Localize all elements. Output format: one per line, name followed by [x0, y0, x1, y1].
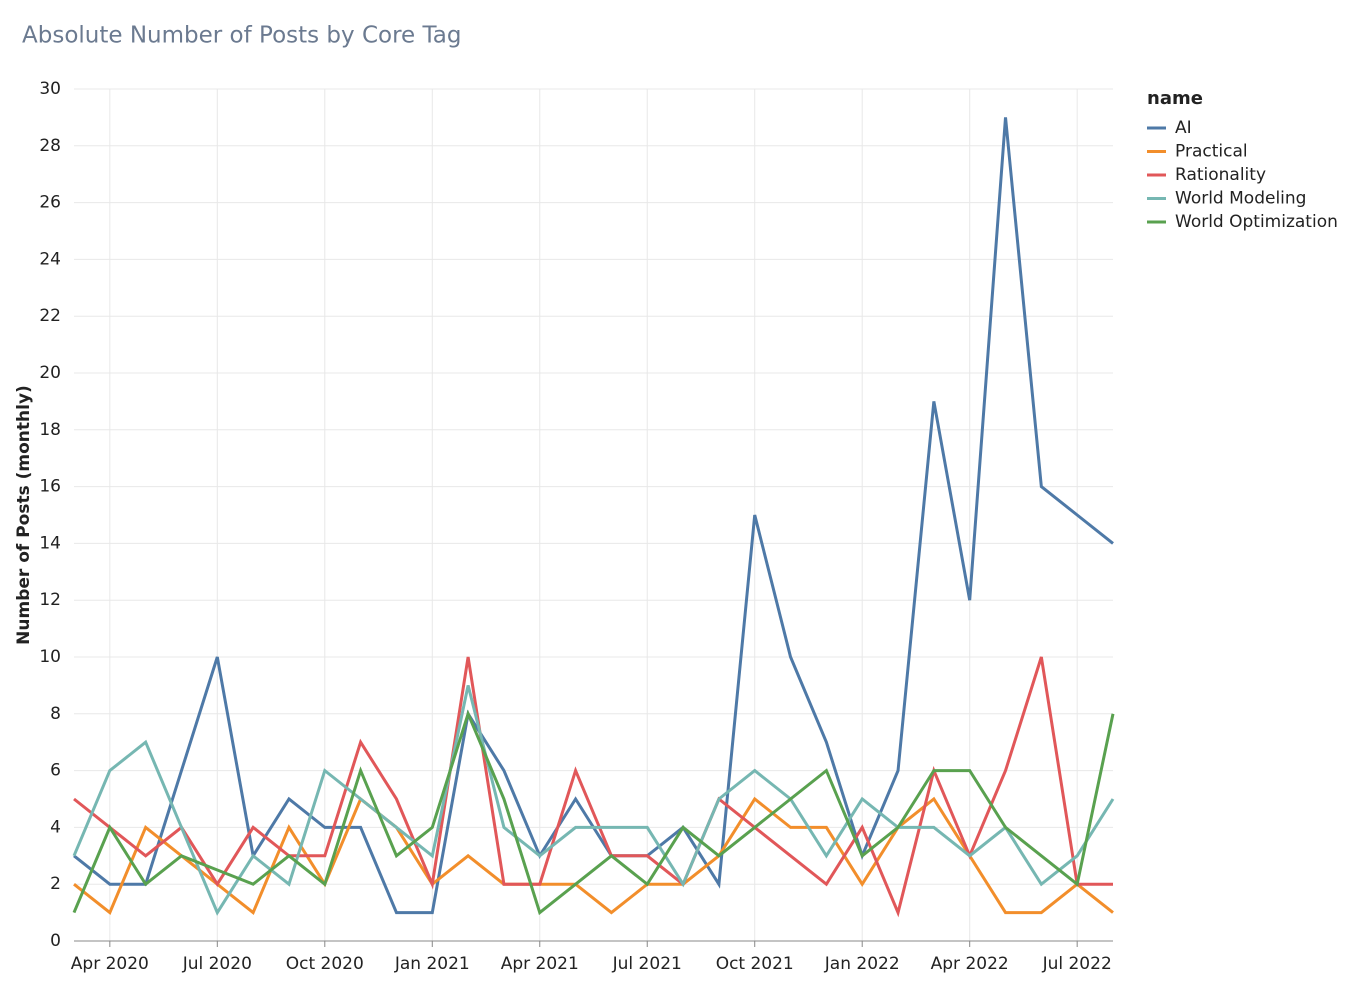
- y-tick-label: 0: [50, 931, 61, 951]
- chart-title: Absolute Number of Posts by Core Tag: [22, 23, 461, 49]
- y-tick-label: 20: [39, 363, 61, 383]
- x-tick-label: Jul 2022: [1042, 954, 1112, 974]
- x-tick-label: Jan 2022: [824, 954, 900, 974]
- series-line: [72, 685, 1115, 916]
- y-tick-label: 8: [50, 704, 61, 724]
- x-tick-label: Oct 2021: [716, 954, 794, 974]
- series-line: [73, 796, 1114, 916]
- y-tick-label: 2: [50, 874, 61, 894]
- x-tick-label: Jul 2021: [612, 954, 682, 974]
- series-line: [73, 117, 1114, 915]
- y-tick-label: 4: [50, 817, 61, 837]
- y-tick-label: 26: [39, 193, 61, 213]
- x-tick-label: Jul 2020: [182, 954, 252, 974]
- y-tick-label: 10: [39, 647, 61, 667]
- legend-label: World Optimization: [1175, 212, 1338, 232]
- legend-title: name: [1147, 88, 1203, 109]
- y-tick-label: 14: [39, 533, 61, 553]
- y-tick-label: 12: [39, 590, 61, 610]
- series-line: [73, 656, 1113, 918]
- series-line: [72, 709, 1115, 916]
- y-tick-label: 30: [39, 79, 61, 99]
- x-tick-label: Apr 2021: [501, 954, 579, 974]
- y-tick-label: 22: [39, 306, 61, 326]
- legend-label: Rationality: [1175, 165, 1266, 185]
- y-tick-label: 16: [39, 477, 61, 497]
- y-tick-label: 6: [50, 761, 61, 781]
- x-tick-label: Jan 2021: [394, 954, 470, 974]
- y-axis-label: Number of Posts (monthly): [14, 385, 34, 645]
- x-tick-label: Oct 2020: [286, 954, 364, 974]
- x-tick-label: Apr 2022: [931, 954, 1009, 974]
- y-tick-label: 24: [39, 249, 61, 269]
- legend-label: AI: [1175, 118, 1192, 138]
- y-tick-label: 28: [39, 136, 61, 156]
- y-tick-label: 18: [39, 420, 61, 440]
- legend-label: World Modeling: [1175, 189, 1306, 209]
- legend-label: Practical: [1175, 142, 1248, 162]
- x-tick-label: Apr 2020: [71, 954, 149, 974]
